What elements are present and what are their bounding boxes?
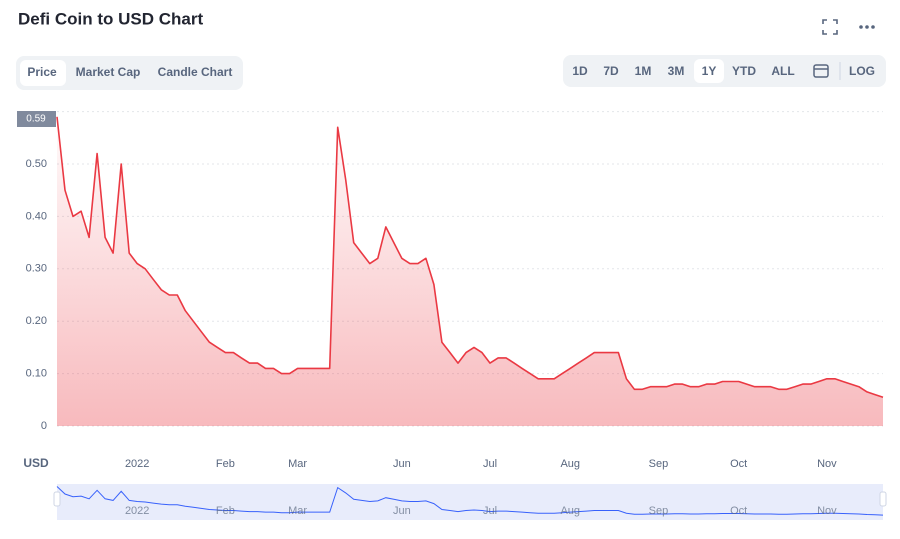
- navigator-handle[interactable]: [879, 491, 887, 507]
- fullscreen-icon[interactable]: [822, 19, 838, 35]
- range-button[interactable]: ALL: [771, 64, 794, 78]
- calendar-icon[interactable]: [813, 64, 829, 78]
- range-button[interactable]: 1D: [572, 64, 588, 78]
- x-tick-label: 2022: [125, 458, 149, 470]
- navigator-label: Feb: [216, 505, 235, 517]
- tab-active: [20, 60, 66, 86]
- x-tick-label: Nov: [817, 458, 837, 470]
- watermark: CoinMarketCap: [751, 343, 854, 359]
- price-badge: [17, 111, 56, 127]
- range-button[interactable]: 1M: [635, 64, 652, 78]
- x-tick-label: Oct: [730, 458, 747, 470]
- navigator-label: Aug: [560, 505, 580, 517]
- navigator-label: Jun: [393, 505, 411, 517]
- more-icon[interactable]: [859, 25, 875, 29]
- x-tick-label: Feb: [216, 458, 235, 470]
- axis-label: USD: [23, 456, 49, 470]
- toolbar-icons: [822, 19, 875, 35]
- x-tick-label: Jul: [483, 458, 497, 470]
- range-button[interactable]: 7D: [603, 64, 619, 78]
- navigator-handle[interactable]: [53, 491, 61, 507]
- y-tick-label: 0.50: [26, 158, 47, 170]
- range-group: [563, 55, 886, 87]
- x-tick-label: Mar: [288, 458, 307, 470]
- tab[interactable]: Price: [27, 65, 57, 79]
- range-button[interactable]: LOG: [849, 64, 875, 78]
- y-tick-label: 0.10: [26, 368, 47, 380]
- navigator-line: [56, 486, 884, 516]
- x-tick-label: Jun: [393, 458, 411, 470]
- navigator-label: Sep: [649, 505, 669, 517]
- navigator-label: Nov: [817, 505, 837, 517]
- chart-title: Defi Coin to USD Chart: [18, 9, 203, 28]
- price-badge-label: 0.59: [26, 114, 46, 125]
- tab[interactable]: Candle Chart: [158, 65, 233, 79]
- range-button[interactable]: 3M: [668, 64, 685, 78]
- navigator[interactable]: [57, 484, 883, 520]
- y-tick-label: 0.20: [26, 315, 47, 327]
- range-button[interactable]: 1Y: [702, 64, 717, 78]
- y-tick-label: 0.30: [26, 263, 47, 275]
- price-area: [57, 116, 883, 427]
- tab-group: [16, 56, 243, 90]
- navigator-label: Jul: [483, 505, 497, 517]
- y-tick-label: 0.40: [26, 210, 47, 222]
- x-tick-label: Sep: [649, 458, 669, 470]
- navigator-label: 2022: [125, 505, 149, 517]
- range-active: [694, 59, 724, 83]
- price-line: [56, 116, 884, 398]
- x-tick-label: Aug: [560, 458, 580, 470]
- range-button[interactable]: YTD: [732, 64, 756, 78]
- navigator-label: Mar: [288, 505, 307, 517]
- navigator-label: Oct: [730, 505, 747, 517]
- tab[interactable]: Market Cap: [76, 65, 141, 79]
- y-tick-label: 0: [41, 420, 47, 432]
